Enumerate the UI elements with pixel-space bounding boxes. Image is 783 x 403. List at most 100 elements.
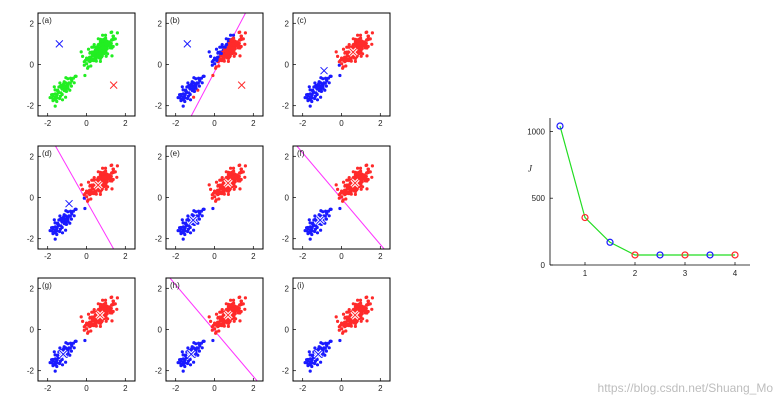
data-point [334,183,338,187]
data-point [314,84,318,88]
data-point [345,45,349,49]
data-point [178,361,182,365]
data-point [188,98,193,102]
data-point [55,358,59,362]
data-point [88,188,92,192]
x-tick-label: -2 [172,252,180,261]
panel-plot-area [296,146,385,249]
data-point [310,99,314,104]
data-point [226,324,230,328]
data-point [232,319,236,323]
data-point [184,90,188,94]
panel-label: (c) [297,16,307,25]
data-point [101,33,105,37]
data-point [194,83,198,88]
data-point [337,196,341,200]
data-point [352,307,356,311]
data-point [220,192,224,196]
data-point [67,346,71,350]
data-point [98,192,102,196]
data-point [220,43,224,47]
data-point [341,199,345,203]
data-point [311,223,315,227]
data-point [53,104,57,108]
data-point [338,73,342,78]
data-point [115,42,119,46]
data-point [108,179,112,183]
data-point [310,358,314,362]
data-point [59,84,63,88]
scatter-panel: (a) -2 0 2 -2 0 2 [27,12,136,128]
data-point [110,30,114,34]
data-point-marker [731,251,739,259]
data-point [232,169,236,173]
data-point [186,81,190,85]
data-point [115,164,119,168]
data-point [370,164,374,168]
data-point [110,54,114,58]
data-point [229,303,233,308]
data-point [60,92,64,97]
data-point [91,51,95,56]
data-point [341,47,346,51]
data-point [236,311,240,315]
data-point [226,50,231,54]
data-point [186,346,190,350]
data-point [210,63,214,67]
data-point [62,82,66,86]
data-point [363,179,367,183]
data-point [67,214,71,218]
data-point [183,232,187,237]
data-point [341,180,346,184]
data-point [86,180,91,184]
data-point-marker [681,251,689,259]
panel-plot-area [176,163,247,241]
data-point [224,302,228,306]
data-point [58,346,62,350]
data-point [243,175,247,179]
data-point [106,317,110,321]
data-point [243,296,247,300]
data-point [92,176,96,180]
data-point [72,81,76,85]
data-point [66,219,70,223]
y-tick-label: 2 [30,19,35,28]
centroid-marker [351,179,359,187]
data-point [219,316,223,321]
data-point [87,323,91,327]
data-point [83,338,87,343]
data-point [366,167,370,171]
data-point [321,86,325,90]
data-point [313,346,317,350]
data-point [66,348,70,353]
centroid-marker [94,181,102,189]
centroid-marker [96,311,104,319]
data-point [341,331,345,335]
data-point [181,237,185,241]
data-point [343,188,347,192]
data-point [108,46,112,50]
data-point [218,310,222,314]
data-point [197,210,201,214]
data-point [308,353,312,357]
data-point [53,353,57,357]
data-point [216,55,220,59]
data-point [347,43,351,47]
y-tick-label: 2 [285,284,290,293]
data-point [92,308,96,312]
data-point [359,54,363,58]
data-point [64,89,68,93]
data-point [313,81,317,85]
data-point [191,85,195,89]
data-point [356,298,360,302]
data-point [111,37,115,42]
data-point [53,237,57,241]
data-point [324,210,328,214]
data-point [53,221,57,225]
data-point [97,175,101,179]
data-point [92,324,96,328]
data-point [85,189,89,193]
data-point [218,178,222,182]
data-point [319,95,323,99]
